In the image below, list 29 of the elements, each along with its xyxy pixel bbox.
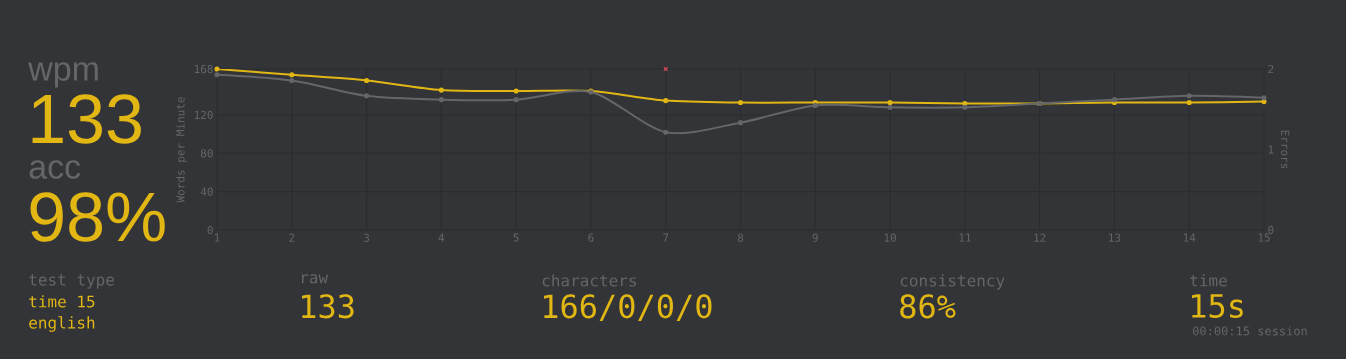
point [887, 99, 893, 106]
point [438, 87, 444, 93]
point [438, 97, 444, 103]
point [513, 88, 519, 94]
text: 133 [32, 94, 141, 144]
text: 166/0/0/0 [544, 294, 712, 321]
point [513, 97, 519, 103]
point [663, 98, 669, 104]
text: english [29, 316, 95, 332]
point [737, 99, 744, 106]
point [663, 129, 669, 135]
text: time 15 [29, 295, 95, 308]
text: 133 [302, 294, 354, 319]
point [887, 104, 893, 110]
point [1261, 99, 1267, 105]
point [289, 77, 295, 84]
text: 15s [1192, 294, 1243, 318]
point [289, 72, 295, 78]
point [737, 120, 744, 126]
point [364, 77, 370, 84]
point [962, 104, 968, 110]
point [1261, 95, 1267, 101]
point [364, 93, 370, 99]
point [1186, 99, 1192, 106]
text: 98% [30, 192, 165, 242]
text: 86% [900, 294, 956, 319]
point [214, 72, 220, 78]
point [1186, 93, 1192, 99]
point [962, 100, 968, 107]
